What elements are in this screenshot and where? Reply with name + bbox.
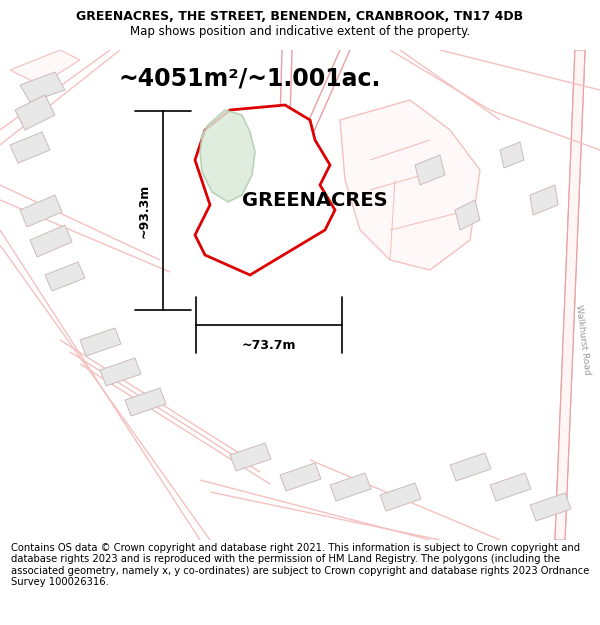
Polygon shape <box>450 453 491 481</box>
Polygon shape <box>195 105 335 275</box>
Text: ~73.7m: ~73.7m <box>242 339 296 352</box>
Text: Walkhurst Road: Walkhurst Road <box>574 304 592 376</box>
Polygon shape <box>500 142 524 168</box>
Polygon shape <box>455 200 480 230</box>
Text: ~93.3m: ~93.3m <box>138 183 151 238</box>
Polygon shape <box>125 388 166 416</box>
Text: Contains OS data © Crown copyright and database right 2021. This information is : Contains OS data © Crown copyright and d… <box>11 542 589 588</box>
Polygon shape <box>490 473 531 501</box>
Polygon shape <box>280 463 321 491</box>
Text: ~4051m²/~1.001ac.: ~4051m²/~1.001ac. <box>119 66 381 90</box>
Polygon shape <box>100 358 141 386</box>
Polygon shape <box>80 328 121 356</box>
Polygon shape <box>340 100 480 270</box>
Polygon shape <box>555 50 585 540</box>
Polygon shape <box>415 155 445 185</box>
Polygon shape <box>330 473 371 501</box>
Polygon shape <box>200 110 255 202</box>
Polygon shape <box>20 195 62 227</box>
Polygon shape <box>10 50 80 85</box>
Polygon shape <box>380 483 421 511</box>
Polygon shape <box>45 262 85 291</box>
Polygon shape <box>20 72 65 102</box>
Polygon shape <box>530 493 571 521</box>
Polygon shape <box>30 225 72 257</box>
Polygon shape <box>230 443 271 471</box>
Text: Map shows position and indicative extent of the property.: Map shows position and indicative extent… <box>130 24 470 38</box>
Polygon shape <box>530 185 558 215</box>
Text: GREENACRES, THE STREET, BENENDEN, CRANBROOK, TN17 4DB: GREENACRES, THE STREET, BENENDEN, CRANBR… <box>76 10 524 23</box>
Polygon shape <box>10 132 50 163</box>
Polygon shape <box>15 95 55 130</box>
Text: GREENACRES: GREENACRES <box>242 191 388 209</box>
